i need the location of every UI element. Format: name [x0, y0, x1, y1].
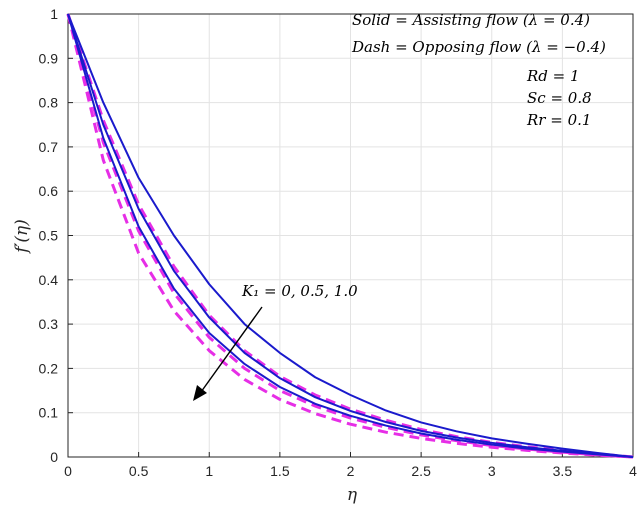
y-tick-label: 0.5: [39, 228, 59, 244]
y-tick-label: 0.7: [39, 139, 59, 155]
x-tick-label: 0: [64, 463, 72, 479]
legend-line-dash: Dash = Opposing flow (λ = −0.4): [351, 38, 606, 56]
x-tick-label: 1: [205, 463, 213, 479]
y-tick-label: 0.4: [39, 272, 59, 288]
x-tick-label: 3: [488, 463, 496, 479]
annotation-arrow: [193, 306, 263, 401]
param-rd: Rd = 1: [526, 67, 580, 85]
x-tick-label: 0.5: [129, 463, 149, 479]
series-line-solid-1: [67, 13, 634, 458]
param-rr: Rr = 0.1: [526, 111, 591, 129]
series-layer: [66, 13, 634, 459]
y-tick-label: 0.2: [39, 360, 59, 376]
y-tick-label: 0.3: [39, 316, 59, 332]
series-line-dash-6: [66, 13, 634, 459]
x-tick-label: 4: [629, 463, 637, 479]
y-tick-label: 0.6: [39, 183, 59, 199]
param-sc: Sc = 0.8: [527, 89, 592, 107]
series-line-solid-2: [67, 13, 634, 458]
y-tick-label: 0.8: [39, 95, 59, 111]
x-tick-label: 1.5: [270, 463, 290, 479]
x-axis-label: η: [347, 485, 358, 505]
x-tick-label: 3.5: [553, 463, 573, 479]
y-tick-label: 0.9: [39, 50, 59, 66]
legend-line-solid: Solid = Assisting flow (λ = 0.4): [352, 11, 590, 29]
y-axis-ticks: 0 0.1 0.2 0.3 0.4 0.5 0.6 0.7 0.8 0.9 1: [39, 6, 73, 465]
y-tick-label: 1: [50, 6, 58, 22]
x-tick-label: 2.5: [411, 463, 431, 479]
annotation-k1: K₁ = 0, 0.5, 1.0: [241, 282, 358, 300]
x-axis-ticks: 0 0.5 1 1.5 2 2.5 3 3.5 4: [64, 452, 637, 479]
series-line-solid-3: [67, 13, 634, 458]
y-tick-label: 0: [50, 449, 58, 465]
y-tick-label: 0.1: [39, 405, 59, 421]
x-tick-label: 2: [347, 463, 355, 479]
y-axis-label: f′(η): [12, 219, 32, 255]
grid: [67, 13, 634, 458]
